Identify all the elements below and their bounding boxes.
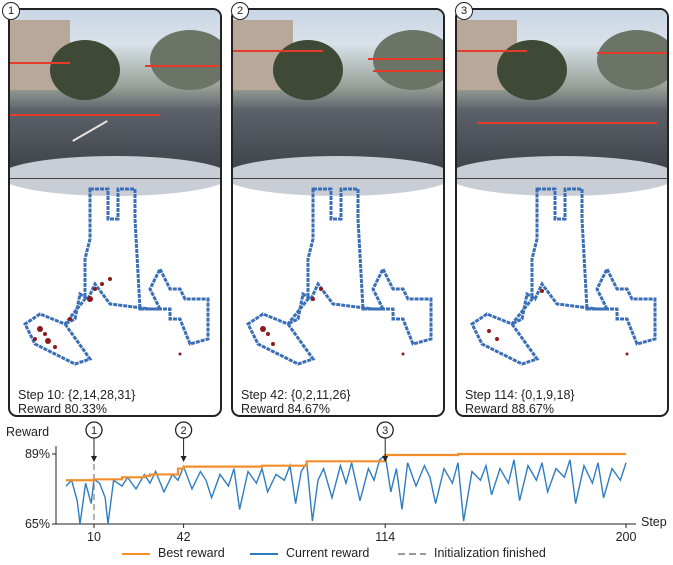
marker-label: 3 xyxy=(382,425,388,437)
panel-caption: Step 10: {2,14,28,31} Reward 80.33% xyxy=(18,388,136,416)
chart-markers: 1 2 3 xyxy=(85,421,394,462)
x-tick-label: 114 xyxy=(375,530,395,544)
detection-line xyxy=(477,122,657,124)
legend-label: Initialization finished xyxy=(434,546,546,560)
tree xyxy=(373,30,443,90)
marker-label: 1 xyxy=(91,425,97,437)
step-text: Step 10: {2,14,28,31} xyxy=(18,388,136,402)
route-path xyxy=(246,187,433,366)
road-photo xyxy=(233,10,443,196)
tree xyxy=(150,30,220,90)
car-hood xyxy=(10,156,220,196)
panel-caption: Step 42: {0,2,11,26} Reward 84.67% xyxy=(241,388,351,416)
legend-swatch xyxy=(250,552,278,555)
detection-line xyxy=(597,52,667,54)
route-path xyxy=(23,187,210,366)
y-axis-label: Reward xyxy=(6,425,49,439)
road-photo xyxy=(457,10,667,196)
step-text: Step 42: {0,2,11,26} xyxy=(241,388,351,402)
detection-line xyxy=(457,50,527,52)
legend-label: Current reward xyxy=(286,546,370,560)
legend-label: Best reward xyxy=(158,546,225,560)
x-tick-label: 42 xyxy=(177,530,191,544)
y-tick-label: 65% xyxy=(25,517,50,531)
detection-line xyxy=(10,62,70,64)
route-map xyxy=(233,178,443,415)
x-tick-label: 200 xyxy=(616,530,637,544)
car-hood xyxy=(233,156,443,196)
error-dots xyxy=(260,287,405,356)
route-path xyxy=(470,187,657,366)
panel-caption: Step 114: {0,1,9,18} Reward 88.67% xyxy=(465,388,575,416)
best-reward-line xyxy=(66,452,626,482)
detection-line xyxy=(373,70,443,72)
marker-circle: 1 xyxy=(2,2,20,20)
reward-text: Reward 84.67% xyxy=(241,402,330,416)
legend-best: Best reward xyxy=(122,546,225,560)
detection-line xyxy=(10,114,160,116)
legend-swatch xyxy=(398,552,426,555)
x-tick-label: 10 xyxy=(87,530,101,544)
legend-init: Initialization finished xyxy=(398,546,546,560)
marker-circle: 3 xyxy=(455,2,473,20)
x-axis-label: Step xyxy=(641,515,667,529)
reward-text: Reward 80.33% xyxy=(18,402,107,416)
detection-line xyxy=(145,65,220,67)
chart-axes: 65% 89% 10 42 114 200 xyxy=(25,446,637,544)
detection-line xyxy=(368,58,443,60)
route-map xyxy=(457,178,667,415)
panel-1: Step 10: {2,14,28,31} Reward 80.33% xyxy=(8,8,222,417)
car-hood xyxy=(457,156,667,196)
marker-arrow-head xyxy=(382,456,389,462)
marker-arrow-head xyxy=(91,456,97,462)
tree xyxy=(273,40,343,100)
route-map xyxy=(10,178,220,415)
step-text: Step 114: {0,1,9,18} xyxy=(465,388,575,402)
legend-swatch xyxy=(122,552,150,555)
detection-line xyxy=(233,50,323,52)
error-dots xyxy=(487,289,629,356)
tree xyxy=(497,40,567,100)
panel-3: Step 114: {0,1,9,18} Reward 88.67% xyxy=(455,8,669,417)
chart-series xyxy=(65,452,627,525)
road-photo xyxy=(10,10,220,196)
y-tick-label: 89% xyxy=(25,447,50,461)
marker-label: 2 xyxy=(181,425,187,437)
panel-2: Step 42: {0,2,11,26} Reward 84.67% xyxy=(231,8,445,417)
reward-chart: Reward Step 65% 89% 10 42 114 200 1 2 3 xyxy=(6,421,667,544)
error-dots xyxy=(33,277,182,356)
reward-text: Reward 88.67% xyxy=(465,402,554,416)
tree xyxy=(50,40,120,100)
tree xyxy=(597,30,667,90)
marker-circle: 2 xyxy=(231,2,249,20)
legend-current: Current reward xyxy=(250,546,369,560)
current-reward-line xyxy=(65,453,627,525)
marker-arrow-head xyxy=(180,456,187,462)
